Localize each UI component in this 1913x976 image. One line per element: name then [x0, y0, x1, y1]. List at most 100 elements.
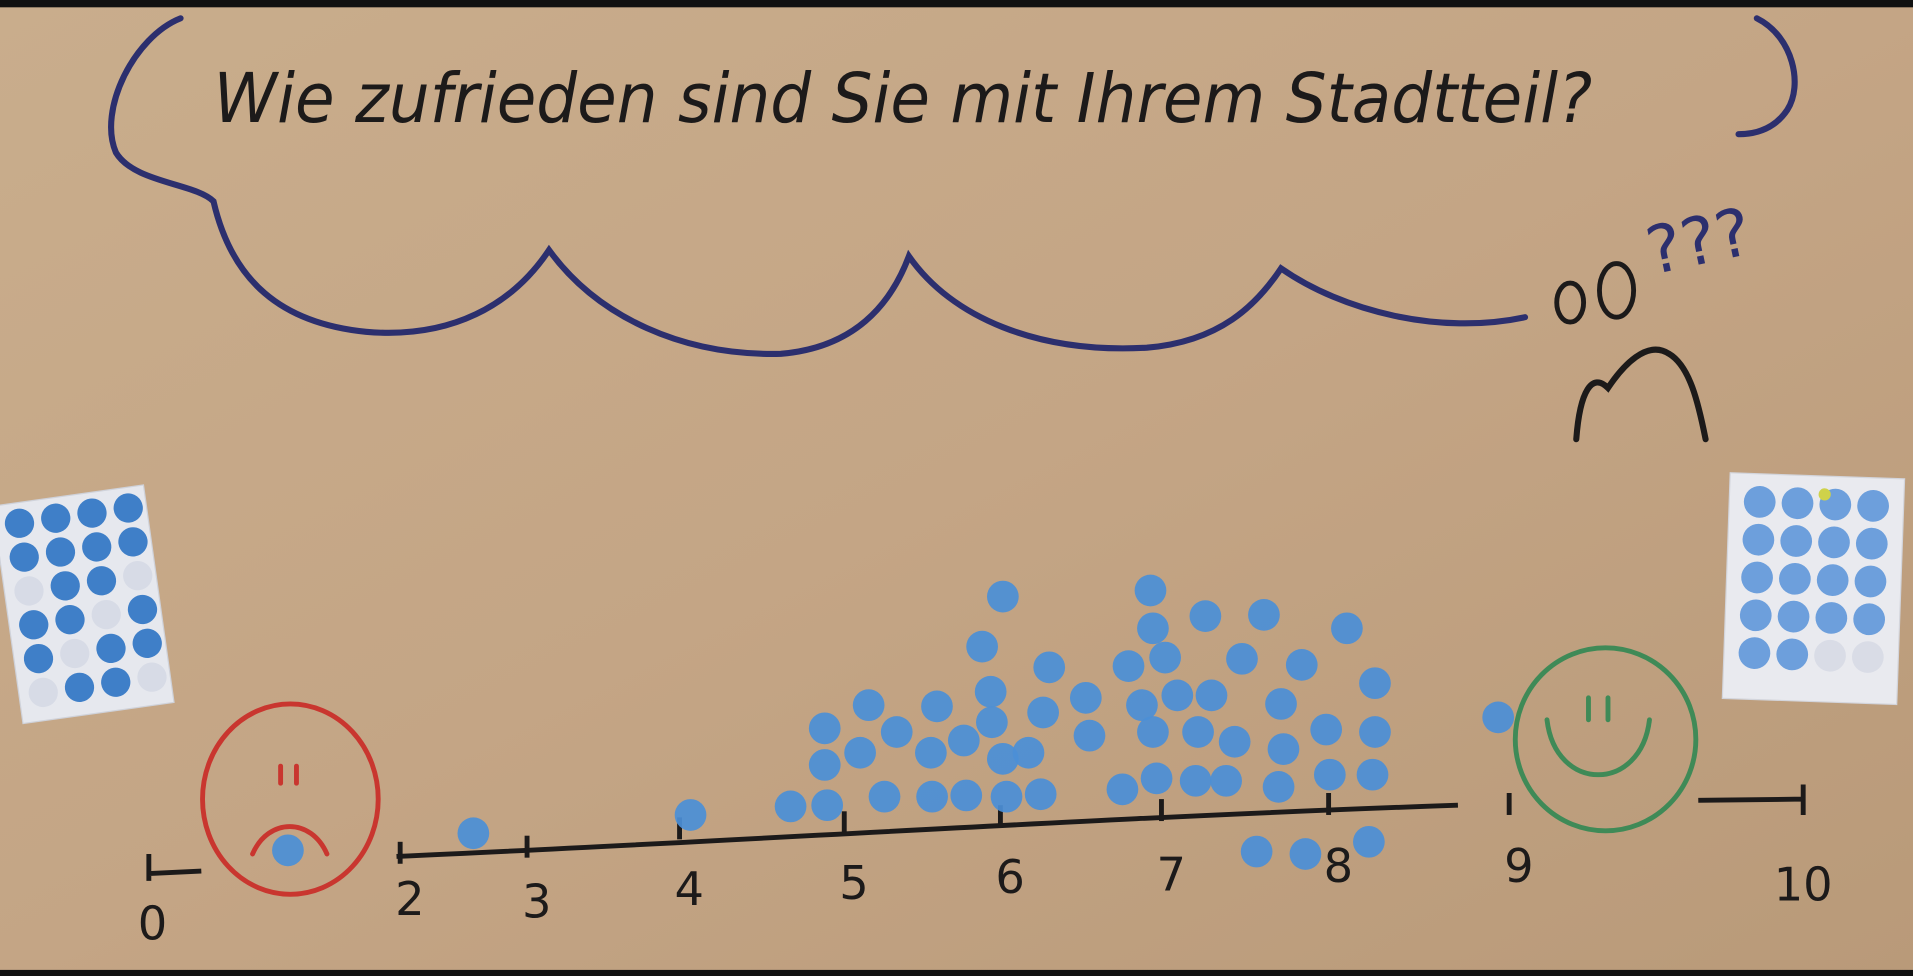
vote-sticker [987, 580, 1019, 613]
vote-sticker [1265, 688, 1297, 720]
pin [1818, 488, 1831, 501]
sticker [1742, 523, 1775, 556]
sticker [82, 532, 112, 562]
sticker-sheet-left [0, 484, 175, 725]
vote-sticker [1195, 679, 1228, 712]
vote-sticker [1073, 719, 1106, 752]
vote-sticker [1149, 641, 1181, 674]
vote-sticker [916, 780, 948, 813]
sticker [50, 571, 80, 601]
vote-sticker [987, 742, 1019, 775]
vote-sticker [844, 736, 876, 769]
sticker [1815, 602, 1848, 634]
vote-sticker [915, 736, 947, 769]
sticker [4, 508, 35, 538]
vote-sticker [852, 689, 885, 722]
vote-sticker [1140, 762, 1173, 795]
scale-label: 6 [995, 850, 1025, 904]
vote-sticker [976, 706, 1008, 739]
vote-sticker [1310, 713, 1343, 746]
sticker [14, 576, 44, 606]
vote-sticker [1267, 733, 1300, 765]
sticker-sheet-right [1721, 472, 1906, 706]
thought-bubble [1554, 280, 1587, 325]
vote-sticker [974, 675, 1007, 708]
sticker [123, 561, 153, 591]
vote-sticker [1112, 650, 1145, 682]
vote-sticker [1161, 679, 1194, 712]
scale-label: 10 [1774, 857, 1833, 911]
vote-sticker [1024, 778, 1057, 811]
vote-sticker [1137, 716, 1169, 748]
sticker [60, 638, 90, 669]
vote-sticker [1106, 773, 1139, 806]
sticker [1739, 599, 1772, 632]
vote-sticker [1218, 725, 1251, 758]
sticker [77, 498, 107, 528]
vote-sticker [1027, 696, 1059, 729]
sticker [101, 667, 131, 697]
vote-sticker [990, 780, 1023, 813]
vote-sticker [1069, 681, 1102, 714]
scale-label: 5 [839, 856, 869, 910]
thought-bubble [1597, 261, 1637, 320]
vote-sticker [1359, 716, 1391, 748]
scale-label: 7 [1156, 848, 1186, 902]
scale-end [1698, 784, 1806, 815]
sticker [1854, 565, 1887, 598]
sticker [1814, 639, 1846, 672]
vote-sticker [1356, 758, 1389, 791]
happy-face [1512, 645, 1699, 834]
vote-sticker [1262, 771, 1295, 803]
sticker [28, 677, 58, 708]
cloud-bracket [1735, 15, 1798, 138]
sticker [1779, 562, 1811, 595]
sticker [1851, 641, 1884, 673]
scale-line [396, 802, 1459, 859]
title: Wie zufrieden sind Sie mit Ihrem Stadtte… [214, 60, 1593, 139]
vote-sticker [1134, 574, 1167, 607]
vote-sticker [674, 799, 707, 831]
sticker [41, 503, 71, 533]
scale-label: 4 [675, 862, 705, 916]
scale-label: 3 [522, 874, 552, 928]
sticker [127, 594, 158, 625]
sticker [137, 662, 167, 692]
vote-sticker [457, 817, 490, 850]
sticker [96, 633, 126, 664]
vote-sticker [1289, 838, 1322, 870]
vote-sticker [1331, 612, 1363, 645]
vote-sticker [966, 630, 998, 663]
vote-sticker [1226, 642, 1258, 675]
head-sketch [1573, 346, 1709, 443]
sticker [1743, 486, 1776, 518]
thought-cloud [108, 15, 1529, 357]
vote-sticker [1359, 667, 1391, 700]
sticker [113, 493, 143, 523]
sticker [91, 599, 121, 630]
sad-face [200, 701, 381, 897]
sticker [1780, 525, 1813, 557]
sticker [1857, 490, 1889, 522]
sticker [132, 628, 162, 658]
scale-start [146, 854, 202, 881]
vote-sticker [880, 716, 913, 748]
vote-sticker [811, 789, 844, 822]
sticker [1853, 603, 1886, 636]
vote-sticker [808, 712, 841, 745]
vote-sticker [1285, 649, 1318, 681]
sticker [1777, 600, 1810, 633]
vote-sticker [1182, 716, 1214, 748]
sticker [118, 527, 148, 557]
sticker [1776, 638, 1809, 671]
vote-sticker [868, 780, 901, 813]
vote-sticker [1033, 651, 1066, 684]
vote-sticker [1313, 758, 1346, 791]
sticker [1816, 564, 1849, 597]
scale-label: 8 [1324, 839, 1354, 893]
sticker [1738, 637, 1771, 669]
sticker [86, 566, 117, 596]
sticker [1741, 561, 1773, 594]
